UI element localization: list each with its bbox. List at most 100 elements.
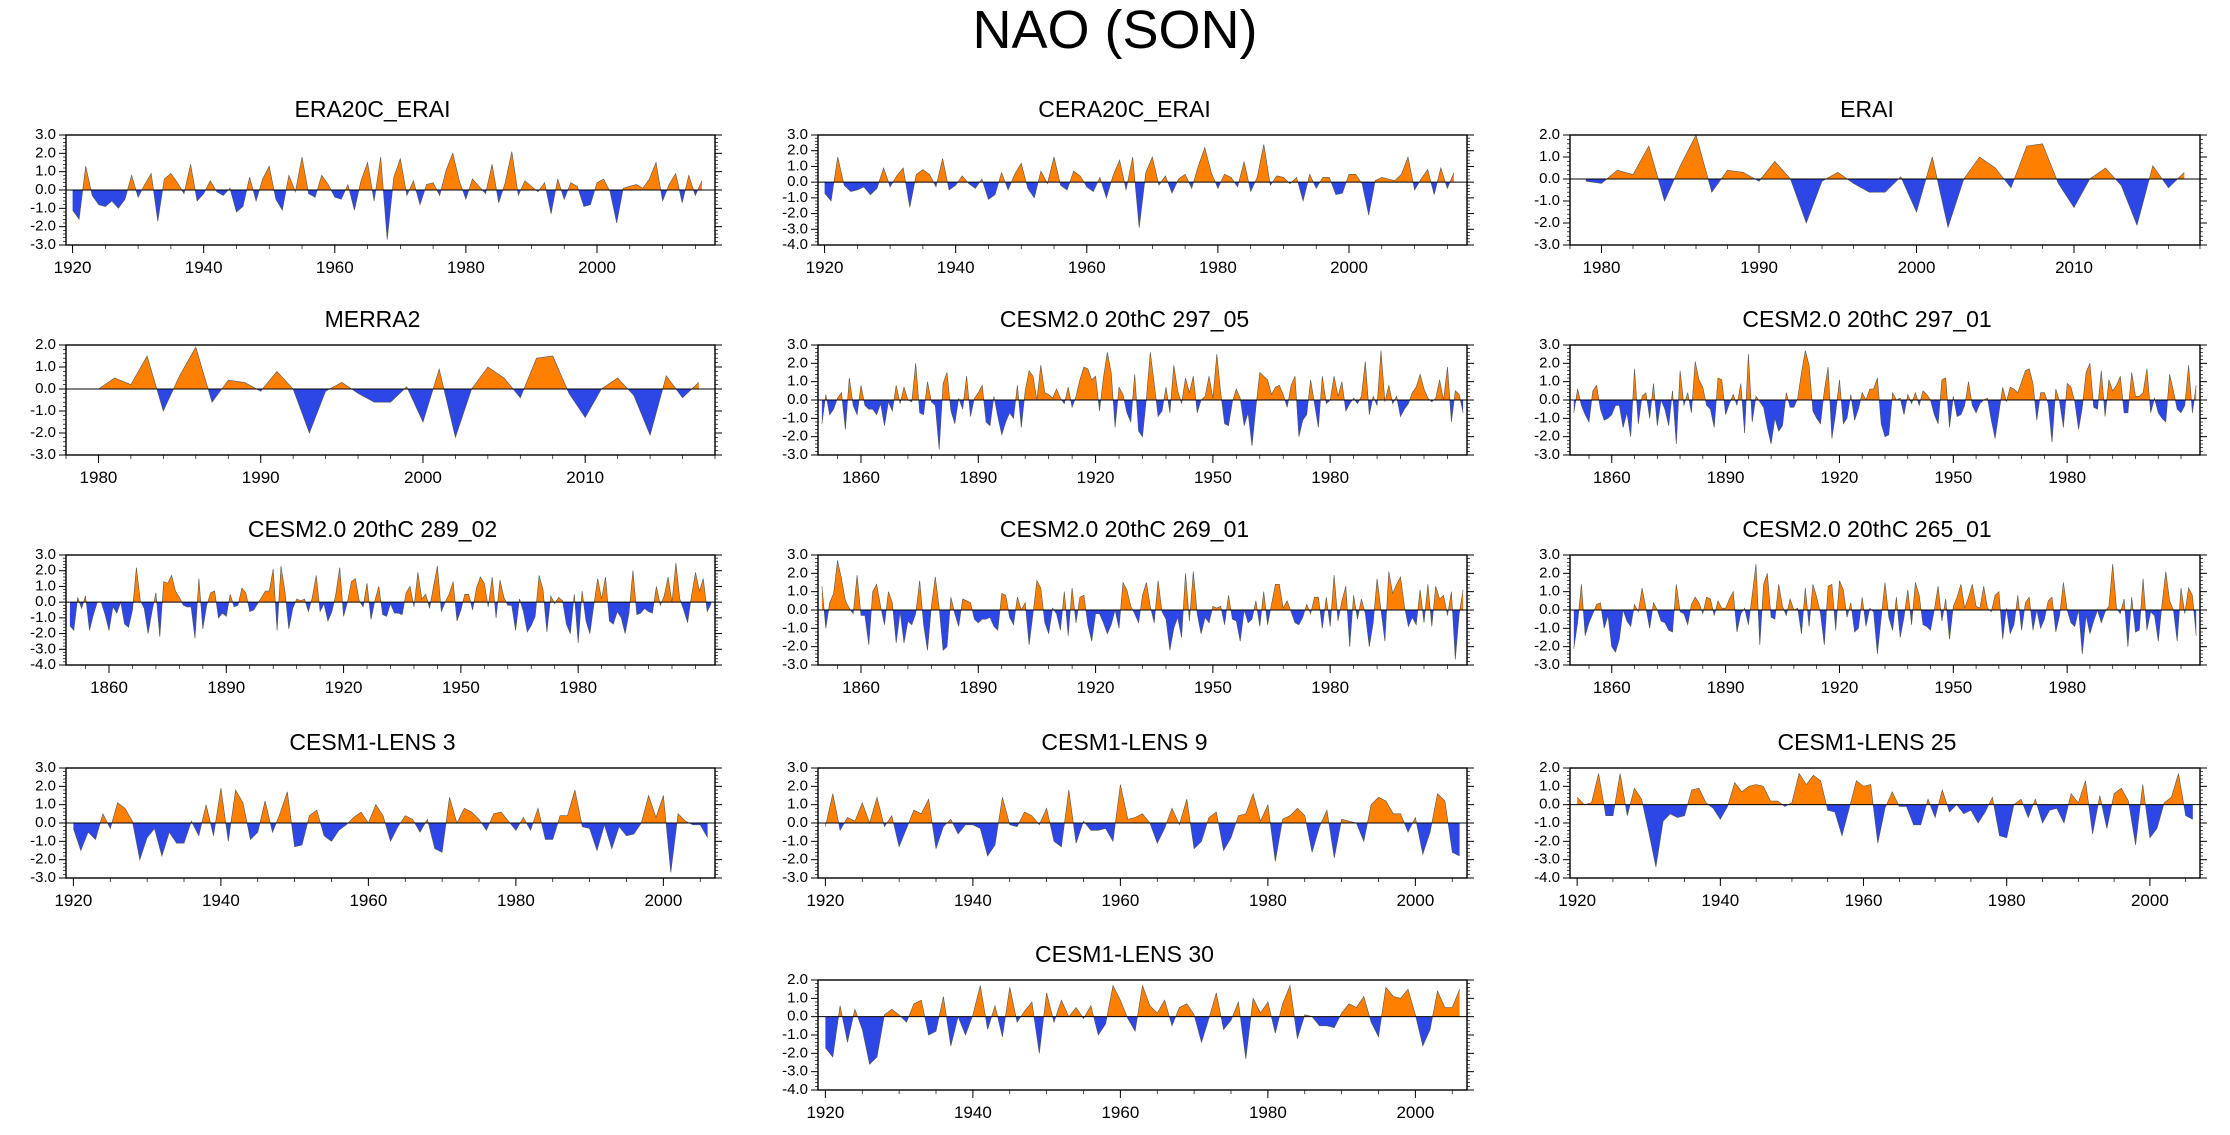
positive-anomaly-area: [1728, 782, 1783, 805]
y-tick-label: -4.0: [782, 1081, 808, 1098]
negative-anomaly-area: [1265, 610, 1271, 625]
negative-anomaly-area: [1065, 610, 1071, 636]
positive-anomaly-area: [1155, 580, 1162, 610]
negative-anomaly-area: [838, 823, 845, 831]
negative-anomaly-area: [2059, 400, 2066, 428]
positive-anomaly-area: [1311, 597, 1320, 610]
negative-anomaly-area: [1296, 400, 1309, 437]
negative-anomaly-area: [1623, 610, 1634, 627]
positive-anomaly-area: [1926, 799, 1931, 805]
positive-anomaly-area: [1282, 808, 1307, 823]
positive-anomaly-area: [1374, 578, 1381, 610]
negative-anomaly-area: [1661, 400, 1672, 426]
positive-anomaly-area: [489, 812, 510, 823]
negative-anomaly-area: [2078, 610, 2098, 654]
chart-plot: 2.0 1.0 0.0 -1.0 -2.0 -3.0 1980 1990 2000 2010: [1534, 126, 2207, 277]
negative-anomaly-area: [1826, 804, 1851, 836]
positive-anomaly-area: [2013, 799, 2024, 805]
chart-plot: 2.01.0 0.0-1.0-2.0 -3.0-4.0 1920 1940 1960 198…: [1534, 759, 2207, 910]
positive-anomaly-area: [1140, 582, 1152, 610]
negative-anomaly-area: [947, 182, 958, 190]
negative-anomaly-area: [443, 389, 472, 438]
panel-cesm2-265-01: CESM2.0 20thC 265_01 3.0 2.0 1.0 0.0 -1.0 -2.…: [1504, 516, 2230, 710]
positive-anomaly-area: [259, 801, 271, 823]
positive-anomaly-area: [1307, 174, 1314, 183]
negative-anomaly-area: [2036, 610, 2047, 629]
x-tick-label: 1980: [2048, 678, 2086, 697]
negative-anomaly-area: [1240, 1016, 1251, 1059]
positive-anomaly-area: [98, 356, 157, 389]
positive-anomaly-area: [1690, 597, 1702, 610]
positive-anomaly-area: [1000, 593, 1009, 610]
y-tick-label: 3.0: [787, 126, 808, 143]
positive-anomaly-area: [262, 371, 294, 389]
positive-anomaly-area: [520, 180, 536, 190]
y-tick-label: 2.0: [35, 336, 56, 353]
y-tick-label: 1.0: [1539, 777, 1560, 794]
positive-anomaly-area: [1137, 985, 1170, 1017]
positive-anomaly-area: [2024, 597, 2031, 610]
positive-anomaly-area: [1166, 808, 1179, 823]
x-tick-label: 1960: [349, 891, 387, 910]
positive-anomaly-area: [197, 578, 201, 603]
positive-anomaly-area: [2129, 368, 2150, 400]
negative-anomaly-area: [1679, 610, 1691, 625]
x-tick-label: 2000: [578, 258, 616, 277]
positive-anomaly-area: [1005, 987, 1016, 1017]
positive-anomaly-area: [1787, 599, 1798, 610]
negative-anomaly-area: [1580, 400, 1592, 422]
negative-anomaly-area: [407, 389, 434, 422]
positive-anomaly-area: [2194, 385, 2197, 400]
x-tick-label: 1940: [202, 891, 240, 910]
negative-anomaly-area: [1195, 400, 1202, 413]
negative-anomaly-area: [1188, 182, 1194, 189]
y-tick-label: 2.0: [35, 562, 56, 579]
x-tick-label: 1980: [497, 891, 535, 910]
negative-anomaly-area: [1745, 610, 1751, 625]
x-tick-label: 1940: [954, 1103, 992, 1122]
positive-anomaly-area: [2000, 387, 2006, 400]
negative-anomaly-area: [135, 190, 142, 198]
negative-anomaly-area: [1404, 823, 1413, 833]
positive-anomaly-area: [826, 793, 839, 823]
y-tick-label: 0.0: [787, 1008, 808, 1025]
panel-title: CESM2.0 20thC 297_05: [999, 306, 1250, 332]
negative-anomaly-area: [607, 602, 630, 634]
x-tick-label: 1990: [242, 468, 280, 487]
positive-anomaly-area: [1991, 591, 2001, 610]
positive-anomaly-area: [892, 168, 906, 183]
positive-anomaly-area: [1641, 392, 1647, 400]
y-tick-label: 1.0: [1539, 148, 1560, 165]
y-tick-label: 1.0: [1539, 583, 1560, 600]
negative-anomaly-area: [2006, 610, 2016, 634]
y-tick-label: 3.0: [35, 546, 56, 563]
positive-anomaly-area: [1891, 392, 1901, 400]
positive-anomaly-area: [1074, 367, 1099, 400]
y-tick-label: 1.0: [35, 163, 56, 180]
positive-anomaly-area: [1279, 985, 1295, 1017]
x-tick-label: 1890: [959, 678, 997, 697]
negative-anomaly-area: [351, 389, 405, 403]
positive-anomaly-area: [894, 385, 900, 400]
negative-anomaly-area: [982, 182, 999, 200]
positive-anomaly-area: [311, 575, 320, 603]
negative-anomaly-area: [1347, 610, 1353, 647]
positive-anomaly-area: [1419, 169, 1431, 183]
y-tick-label: 0.0: [787, 601, 808, 618]
negative-anomaly-area: [305, 602, 311, 612]
negative-anomaly-area: [270, 823, 277, 833]
positive-anomaly-area: [1235, 793, 1271, 823]
positive-anomaly-area: [1270, 584, 1291, 610]
negative-anomaly-area: [1416, 823, 1432, 855]
negative-anomaly-area: [141, 602, 154, 634]
positive-anomaly-area: [446, 797, 482, 823]
negative-anomaly-area: [1930, 804, 1939, 818]
x-tick-label: 2000: [1898, 258, 1936, 277]
negative-anomaly-area: [275, 602, 279, 631]
x-tick-label: 1890: [959, 468, 997, 487]
positive-anomaly-area: [1803, 588, 1808, 610]
positive-anomaly-area: [2163, 773, 2184, 805]
negative-anomaly-area: [824, 610, 829, 629]
positive-anomaly-area: [601, 378, 628, 389]
panel-title: ERAI: [1840, 96, 1894, 122]
